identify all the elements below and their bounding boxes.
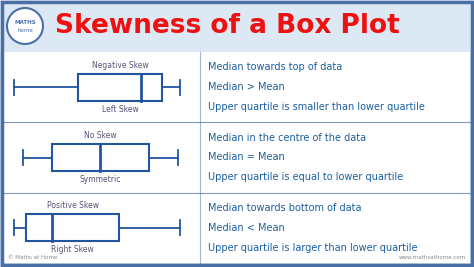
Text: Median in the centre of the data: Median in the centre of the data: [208, 133, 366, 143]
Text: Upper quartile is equal to lower quartile: Upper quartile is equal to lower quartil…: [208, 172, 403, 182]
Bar: [53, 144, 149, 171]
Bar: [27, 214, 119, 241]
Text: Symmetric: Symmetric: [80, 175, 121, 184]
Bar: [78, 74, 162, 101]
Bar: [0, 0, 474, 52]
Text: Left Skew: Left Skew: [101, 104, 138, 113]
Circle shape: [7, 8, 43, 44]
Text: Skewness of a Box Plot: Skewness of a Box Plot: [55, 13, 400, 39]
Text: Right Skew: Right Skew: [51, 245, 94, 254]
Text: Median = Mean: Median = Mean: [208, 152, 285, 163]
Bar: [4, 52, 470, 263]
Text: Median < Mean: Median < Mean: [208, 223, 285, 233]
Text: Median towards bottom of data: Median towards bottom of data: [208, 203, 362, 213]
Text: MATHS: MATHS: [14, 21, 36, 26]
Text: No Skew: No Skew: [84, 131, 117, 140]
Text: © Maths at Home: © Maths at Home: [8, 255, 57, 260]
Text: Upper quartile is smaller than lower quartile: Upper quartile is smaller than lower qua…: [208, 102, 425, 112]
Text: www.mathsathome.com: www.mathsathome.com: [399, 255, 466, 260]
Text: Positive Skew: Positive Skew: [47, 202, 99, 210]
Text: Negative Skew: Negative Skew: [91, 61, 148, 70]
Text: Median towards top of data: Median towards top of data: [208, 62, 342, 72]
Text: Median > Mean: Median > Mean: [208, 82, 285, 92]
Text: home: home: [17, 29, 33, 33]
Text: Upper quartile is larger than lower quartile: Upper quartile is larger than lower quar…: [208, 242, 418, 253]
